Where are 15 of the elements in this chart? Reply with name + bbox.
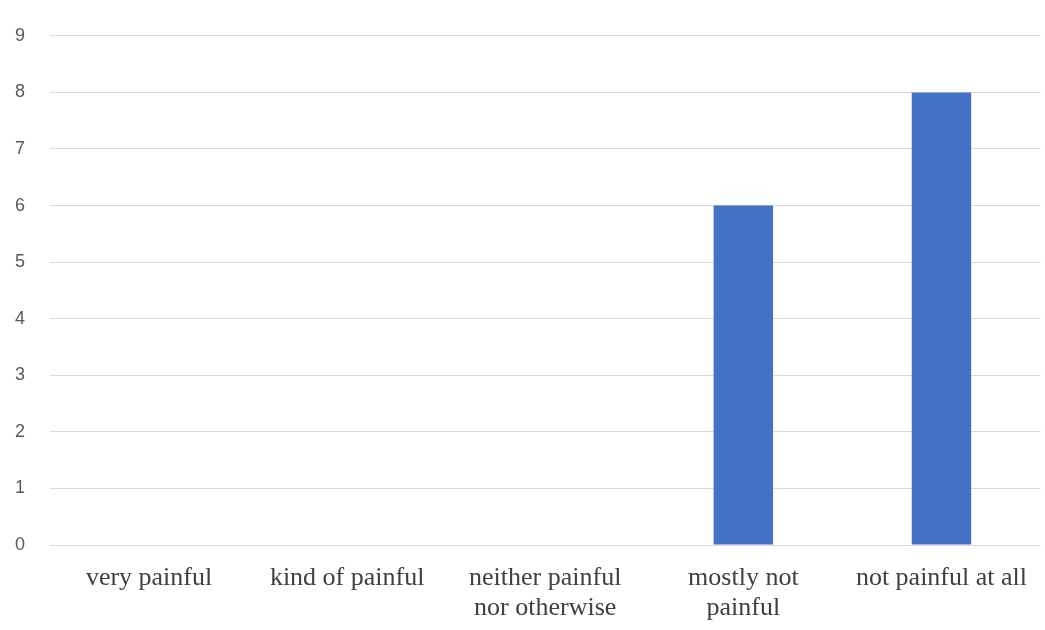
y-tick-label: 5 <box>14 251 25 272</box>
x-tick-label: not painful at all <box>855 561 1027 591</box>
y-tick-label: 2 <box>14 420 25 441</box>
y-tick-label: 9 <box>14 24 25 45</box>
x-tick-label: very painful <box>85 561 213 591</box>
y-tick-label: 7 <box>14 137 25 158</box>
x-tick-label: kind of painful <box>269 561 425 591</box>
y-tick-label: 8 <box>14 81 25 102</box>
x-tick-label: neither painful nor otherwise <box>469 561 622 621</box>
y-tick-label: 6 <box>14 194 25 215</box>
x-tick-label: mostly not painful <box>688 561 800 621</box>
y-tick-label: 1 <box>14 477 25 498</box>
y-tick-label: 0 <box>14 533 25 554</box>
y-tick-label: 3 <box>14 364 25 385</box>
y-tick-label: 4 <box>14 307 25 328</box>
